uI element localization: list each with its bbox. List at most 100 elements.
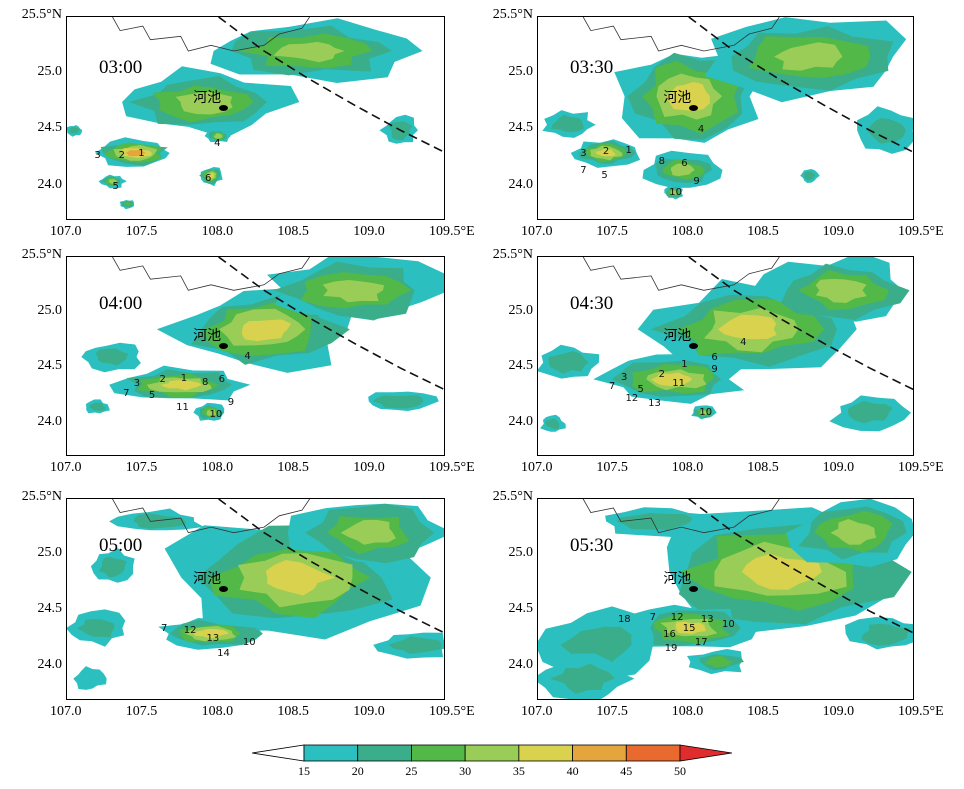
x-tick-label: 108.0 [671, 704, 704, 719]
storm-cell-label: 3 [94, 150, 101, 162]
storm-cell-label: 10 [242, 636, 256, 648]
province-boundary [582, 257, 780, 291]
storm-cell-label: 5 [148, 389, 156, 401]
echo-contour [73, 666, 107, 690]
echo-contour [160, 380, 202, 391]
y-tick-label: 24.5 [37, 601, 63, 617]
colorbar-label: 15 [298, 764, 310, 778]
y-tick-label: 24.5 [37, 358, 63, 374]
dashed-front-line [688, 499, 913, 634]
y-tick-label: 25.5°N [21, 489, 62, 504]
echo-contour [124, 201, 132, 206]
colorbar-label: 45 [620, 764, 633, 778]
x-tick-label: 107.5 [596, 704, 628, 719]
x-tick-label: 108.5 [277, 224, 309, 239]
y-tick-label: 25.0 [37, 63, 63, 79]
storm-cell-label: 13 [206, 633, 220, 645]
storm-cell-label: 18 [617, 614, 631, 626]
x-tick-label: 109.0 [822, 460, 855, 475]
echo-contour [206, 409, 217, 416]
storm-cell-label: 12 [625, 393, 639, 405]
city-label: 河池 [193, 327, 222, 344]
storm-cell-label: 6 [218, 374, 225, 386]
echo-contour [741, 553, 822, 590]
y-tick-label: 24.5 [508, 120, 534, 136]
reflectivity-field [538, 257, 913, 432]
x-tick-label: 108.5 [747, 460, 779, 475]
dashed-front-line [218, 257, 444, 391]
storm-cell-label: 8 [201, 376, 209, 388]
echo-contour [665, 81, 710, 112]
city-label: 河池 [663, 89, 692, 106]
city-marker [689, 585, 699, 592]
storm-cell-label: 6 [681, 158, 688, 170]
map-frame: 05:00 河池 7 10 12 13 14 [66, 498, 445, 700]
echo-contour [861, 623, 910, 646]
echo-contour [670, 163, 695, 177]
storm-cell-label: 11 [672, 377, 685, 389]
echo-contour [273, 41, 345, 63]
time-label: 04:30 [570, 293, 614, 314]
colorbar-segment [518, 744, 573, 762]
y-tick-label: 24.0 [37, 177, 63, 192]
storm-cell-label: 7 [580, 165, 587, 177]
x-tick-label: 109.5°E [898, 224, 944, 239]
echo-contour [847, 400, 893, 424]
y-tick-label: 24.5 [37, 120, 63, 136]
x-tick-label: 108.5 [747, 224, 779, 239]
storm-cell-label: 9 [711, 364, 718, 376]
storm-cell-label: 14 [217, 647, 230, 659]
colorbar-segment [357, 744, 412, 762]
storm-cell-label: 10 [209, 408, 223, 420]
city-label: 河池 [193, 570, 222, 587]
colorbar-segment [572, 744, 627, 762]
province-boundary [582, 499, 780, 534]
y-tick-label: 25.5°N [21, 7, 62, 22]
y-tick-label: 24.0 [508, 657, 534, 673]
colorbar-segment [464, 744, 520, 762]
storm-cell-label: 5 [112, 181, 119, 192]
storm-cell-label: 5 [601, 169, 608, 181]
city-label: 河池 [663, 570, 692, 587]
storm-cell-label: 7 [161, 623, 168, 635]
echo-contour [207, 173, 215, 179]
echo-contour [322, 280, 384, 303]
storm-cell-label: 12 [670, 611, 684, 623]
echo-contour [241, 319, 292, 342]
echo-contour [89, 402, 106, 411]
x-tick-label: 107.0 [521, 224, 553, 239]
colorbar-label: 40 [566, 764, 579, 778]
storm-cell-label: 15 [682, 623, 696, 635]
echo-contour [340, 519, 396, 545]
reflectivity-field [542, 17, 913, 200]
x-tick-label: 107.5 [596, 224, 628, 239]
echo-contour [193, 629, 229, 638]
echo-contour [213, 133, 223, 139]
x-tick-label: 109.0 [353, 460, 385, 475]
colorbar-bar [251, 744, 733, 762]
echo-contour [774, 42, 843, 71]
echo-contour [718, 314, 777, 340]
reflectivity-colorbar: 15 20 25 30 35 40 45 50 [251, 744, 733, 784]
map-frame: 04:30 河池 1 2 3 4 5 6 7 9 10 11 12 13 [537, 256, 914, 456]
storm-cell-label: 13 [700, 614, 714, 626]
storm-cell-label: 2 [658, 368, 666, 380]
storm-cell-label: 17 [694, 636, 708, 648]
colorbar-segment [303, 744, 359, 762]
colorbar-low-arrow [251, 744, 305, 762]
colorbar-segment [411, 744, 466, 762]
echo-contour [125, 149, 146, 157]
storm-cell-label: 7 [649, 611, 656, 623]
storm-cell-label: 4 [740, 336, 747, 348]
echo-contour [616, 513, 692, 530]
storm-cell-label: 10 [669, 186, 682, 198]
echo-contour [550, 663, 615, 694]
x-tick-label: 108.0 [671, 224, 704, 239]
echo-contour [372, 395, 424, 409]
storm-cell-label: 2 [118, 150, 125, 162]
echo-contour [388, 636, 442, 654]
x-tick-label: 107.5 [125, 460, 158, 475]
x-tick-label: 107.5 [125, 704, 158, 719]
province-boundary [582, 17, 780, 52]
dashed-front-line [688, 257, 913, 391]
